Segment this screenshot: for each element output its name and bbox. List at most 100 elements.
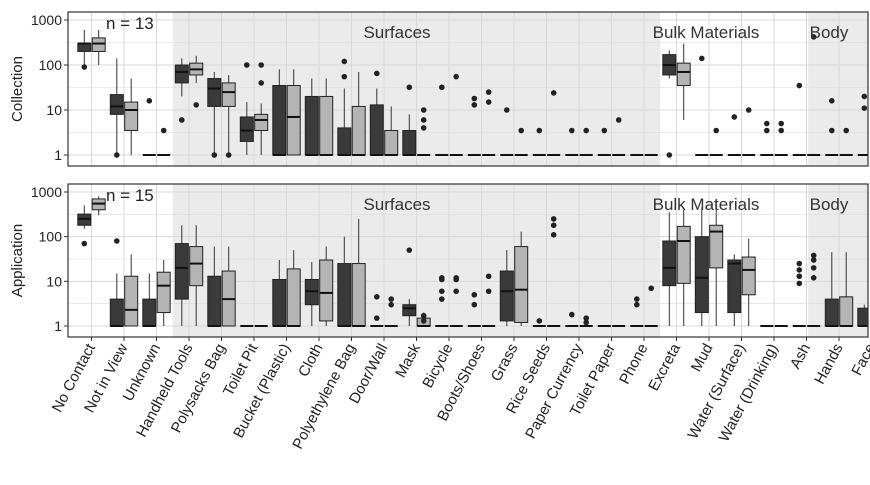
group-label: Bulk Materials xyxy=(653,23,760,42)
outlier-point xyxy=(439,84,445,91)
y-tick-label: 1 xyxy=(54,147,62,163)
outlier-point xyxy=(796,267,803,273)
outlier-point xyxy=(406,247,413,253)
box-handheld-tools-light xyxy=(189,225,204,326)
group-label: Surfaces xyxy=(363,195,430,214)
box-polyethylene-bag-light xyxy=(351,71,366,156)
box-unknown-light xyxy=(156,260,171,326)
y-axis-label: Application xyxy=(9,224,26,297)
y-tick-label: 100 xyxy=(39,57,63,73)
group-label: Surfaces xyxy=(363,23,430,42)
box-polyethylene-bag-light xyxy=(351,218,366,327)
box-mud-dark xyxy=(694,207,709,326)
box-body xyxy=(824,298,839,327)
box-body xyxy=(109,298,124,327)
outlier-point xyxy=(211,152,218,158)
outlier-point xyxy=(193,102,199,108)
box-body xyxy=(156,271,171,314)
panel-application: Surfaces Bulk Materials Body n = 15 1000 100 1… xyxy=(9,183,870,452)
outlier-point xyxy=(81,240,88,247)
outlier-point xyxy=(713,127,719,134)
outlier-point xyxy=(244,62,250,68)
box-body xyxy=(207,78,222,107)
outlier-point xyxy=(420,125,427,131)
box-body xyxy=(189,246,204,287)
panel-frame xyxy=(67,11,869,167)
group-label: Bulk Materials xyxy=(653,195,760,214)
outlier-point xyxy=(258,62,265,68)
outlier-point xyxy=(550,216,557,222)
box-handheld-tools-dark xyxy=(174,225,189,326)
outlier-point xyxy=(829,127,835,134)
box-toilet-pit-light xyxy=(254,103,269,155)
box-cloth-dark xyxy=(304,78,319,156)
outlier-point xyxy=(843,127,849,134)
plot-area: Surfaces Bulk Materials Body n = 13 xyxy=(68,12,868,166)
outlier-point xyxy=(341,73,348,80)
box-body xyxy=(124,275,139,327)
box-polyethylene-bag-dark xyxy=(337,236,352,327)
outlier-point xyxy=(778,127,784,134)
outlier-point xyxy=(453,288,460,295)
box-body xyxy=(337,263,352,327)
outlier-point xyxy=(745,107,752,113)
x-tick-label-excreta: Excreta xyxy=(645,340,684,393)
box-body xyxy=(174,243,189,300)
outlier-point xyxy=(439,296,445,302)
box-body xyxy=(304,95,319,156)
outlier-point xyxy=(81,64,88,70)
box-bucket-plastic-dark xyxy=(272,69,287,156)
n-label: n = 13 xyxy=(106,14,154,33)
box-body xyxy=(286,85,301,156)
outlier-point xyxy=(764,120,770,127)
outlier-point xyxy=(648,285,654,292)
box-body xyxy=(77,43,92,52)
x-tick-label-phone: Phone xyxy=(616,341,651,387)
box-face-dark xyxy=(857,304,868,327)
outlier-point xyxy=(485,89,492,95)
outlier-point xyxy=(420,312,427,319)
outlier-point xyxy=(258,80,265,86)
outlier-point xyxy=(861,93,868,100)
box-body xyxy=(676,62,691,87)
outlier-point xyxy=(471,102,478,108)
box-cloth-light xyxy=(319,246,334,326)
outlier-point xyxy=(146,98,153,104)
outlier-point xyxy=(439,276,445,283)
box-body xyxy=(124,101,139,132)
outlier-point xyxy=(569,311,575,318)
x-tick-label-grass: Grass xyxy=(488,341,522,384)
outlier-point xyxy=(420,107,427,113)
outlier-point xyxy=(388,301,395,308)
outlier-point xyxy=(796,260,803,267)
plot-area: Surfaces Bulk Materials Body n = 15 xyxy=(68,184,868,337)
outlier-point xyxy=(550,232,557,238)
outlier-point xyxy=(420,318,427,324)
outlier-point xyxy=(420,117,427,123)
outlier-point xyxy=(569,127,575,134)
box-water-surface-light xyxy=(741,238,756,326)
box-body xyxy=(662,240,677,287)
box-body xyxy=(839,296,854,327)
outlier-point xyxy=(615,117,622,123)
outlier-point xyxy=(504,107,510,113)
outlier-point xyxy=(810,252,817,259)
box-no-contact-dark xyxy=(77,205,92,229)
box-excreta-light xyxy=(676,43,691,120)
box-body xyxy=(727,259,742,314)
outlier-point xyxy=(861,105,868,111)
box-hands-light xyxy=(839,252,854,327)
outlier-point xyxy=(114,238,120,244)
outlier-point xyxy=(699,55,705,62)
box-body xyxy=(694,236,709,314)
outlier-point xyxy=(471,95,478,102)
box-mud-light xyxy=(709,198,724,326)
x-tick-label-hands: Hands xyxy=(811,341,846,387)
box-body xyxy=(676,225,691,284)
box-not-in-view-dark xyxy=(109,273,124,327)
box-body xyxy=(741,256,756,296)
box-body xyxy=(369,104,384,156)
outlier-point xyxy=(634,296,640,302)
box-body xyxy=(221,82,236,107)
